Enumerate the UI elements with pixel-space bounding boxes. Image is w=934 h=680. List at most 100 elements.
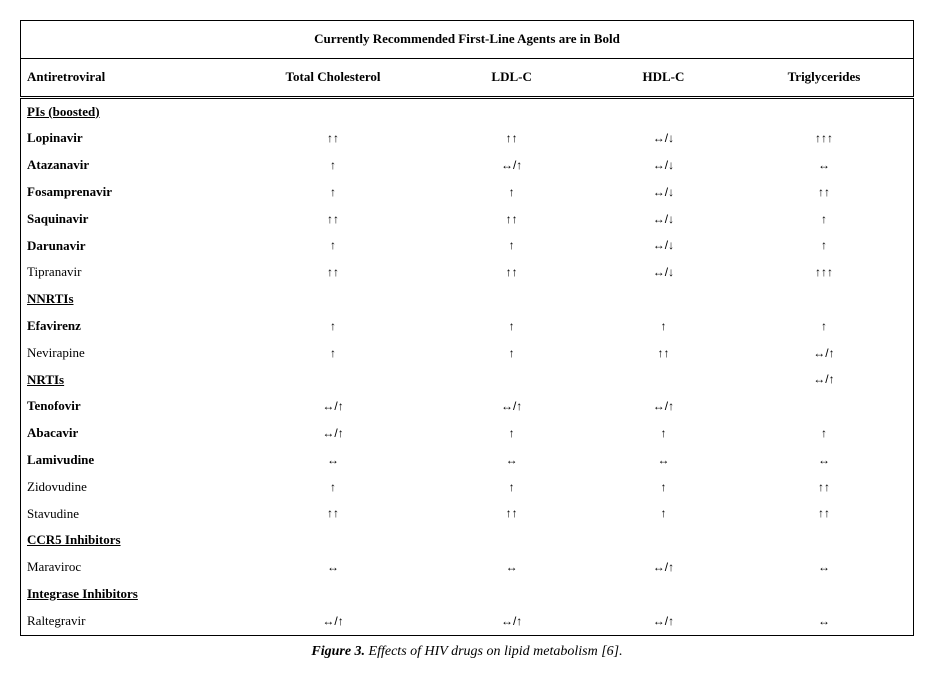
section-label: Integrase Inhibitors: [21, 581, 235, 608]
value-cell: ↑↑: [431, 125, 592, 152]
section-empty-cell: [592, 97, 735, 125]
table-row: Atazanavir↑↔/↑↔/↓↔: [21, 152, 914, 179]
table-title: Currently Recommended First-Line Agents …: [21, 21, 914, 59]
table-body: PIs (boosted)Lopinavir↑↑↑↑↔/↓↑↑↑Atazanav…: [21, 97, 914, 635]
drug-name: Efavirenz: [21, 313, 235, 340]
drug-name: Nevirapine: [21, 340, 235, 367]
value-cell: ↑: [431, 474, 592, 501]
value-cell: ↑↑↑: [735, 125, 914, 152]
drug-name: Tipranavir: [21, 259, 235, 286]
table-row: Lopinavir↑↑↑↑↔/↓↑↑↑: [21, 125, 914, 152]
section-empty-cell: [235, 581, 431, 608]
value-cell: ↔/↓: [592, 179, 735, 206]
caption-lead: Figure 3.: [311, 644, 365, 659]
section-empty-cell: [592, 286, 735, 313]
value-cell: ↑: [431, 179, 592, 206]
drug-name: Raltegravir: [21, 608, 235, 635]
col-header-3: HDL-C: [592, 58, 735, 97]
table-row: Stavudine↑↑↑↑↑↑↑: [21, 501, 914, 528]
col-header-1: Total Cholesterol: [235, 58, 431, 97]
col-header-0: Antiretroviral: [21, 58, 235, 97]
value-cell: ↔: [735, 608, 914, 635]
value-cell: ↔/↑: [431, 608, 592, 635]
table-row: Tenofovir↔/↑↔/↑↔/↑: [21, 393, 914, 420]
value-cell: ↑: [235, 152, 431, 179]
drug-name: Fosamprenavir: [21, 179, 235, 206]
section-empty-cell: [431, 527, 592, 554]
table-header-row: AntiretroviralTotal CholesterolLDL-CHDL-…: [21, 58, 914, 97]
section-empty-cell: [431, 286, 592, 313]
section-empty-cell: ↔/↑: [735, 367, 914, 394]
value-cell: ↑: [431, 233, 592, 260]
figure-caption: Figure 3. Effects of HIV drugs on lipid …: [20, 644, 914, 660]
value-cell: ↑: [235, 474, 431, 501]
value-cell: [735, 393, 914, 420]
drug-name: Lamivudine: [21, 447, 235, 474]
table-row: Darunavir↑↑↔/↓↑: [21, 233, 914, 260]
value-cell: ↑↑: [235, 501, 431, 528]
table-row: Zidovudine↑↑↑↑↑: [21, 474, 914, 501]
value-cell: ↔: [735, 554, 914, 581]
value-cell: ↑↑: [431, 206, 592, 233]
value-cell: ↔/↓: [592, 259, 735, 286]
section-empty-cell: [431, 367, 592, 394]
section-empty-cell: [235, 97, 431, 125]
value-cell: ↑↑: [735, 501, 914, 528]
value-cell: ↑: [592, 313, 735, 340]
table-row: Abacavir↔/↑↑↑↑: [21, 420, 914, 447]
value-cell: ↔: [235, 447, 431, 474]
value-cell: ↔/↑: [235, 393, 431, 420]
value-cell: ↑: [592, 420, 735, 447]
caption-rest: Effects of HIV drugs on lipid metabolism…: [365, 644, 623, 659]
drug-name: Lopinavir: [21, 125, 235, 152]
value-cell: ↔/↑: [592, 393, 735, 420]
value-cell: ↑: [592, 501, 735, 528]
section-empty-cell: [235, 527, 431, 554]
value-cell: ↑: [235, 233, 431, 260]
table-row: Fosamprenavir↑↑↔/↓↑↑: [21, 179, 914, 206]
section-empty-cell: [592, 581, 735, 608]
value-cell: ↔: [735, 447, 914, 474]
value-cell: ↑↑: [431, 259, 592, 286]
drug-name: Darunavir: [21, 233, 235, 260]
table-row: Raltegravir↔/↑↔/↑↔/↑↔: [21, 608, 914, 635]
value-cell: ↔: [735, 152, 914, 179]
value-cell: ↔/↑: [592, 608, 735, 635]
value-cell: ↔/↑: [431, 152, 592, 179]
section-empty-cell: [431, 581, 592, 608]
section-empty-cell: [431, 97, 592, 125]
value-cell: ↑: [235, 313, 431, 340]
value-cell: ↑: [735, 420, 914, 447]
value-cell: ↔: [592, 447, 735, 474]
section-empty-cell: [592, 367, 735, 394]
value-cell: ↔/↑: [592, 554, 735, 581]
value-cell: ↔/↑: [235, 420, 431, 447]
drug-name: Atazanavir: [21, 152, 235, 179]
section-label: NRTIs: [21, 367, 235, 394]
col-header-2: LDL-C: [431, 58, 592, 97]
value-cell: ↑: [235, 340, 431, 367]
value-cell: ↑↑: [592, 340, 735, 367]
value-cell: ↑: [235, 179, 431, 206]
value-cell: ↔/↓: [592, 125, 735, 152]
value-cell: ↔/↓: [592, 152, 735, 179]
col-header-4: Triglycerides: [735, 58, 914, 97]
value-cell: ↑↑: [235, 125, 431, 152]
section-empty-cell: [735, 97, 914, 125]
value-cell: ↔/↑: [735, 340, 914, 367]
table-row: Nevirapine↑↑↑↑↔/↑: [21, 340, 914, 367]
value-cell: ↑: [592, 474, 735, 501]
value-cell: ↑: [735, 313, 914, 340]
value-cell: ↑: [431, 340, 592, 367]
lipid-effects-table: Currently Recommended First-Line Agents …: [20, 20, 914, 636]
value-cell: ↑: [431, 420, 592, 447]
section-empty-cell: [735, 527, 914, 554]
value-cell: ↑↑: [735, 474, 914, 501]
section-empty-cell: [735, 286, 914, 313]
value-cell: ↑: [735, 233, 914, 260]
section-empty-cell: [592, 527, 735, 554]
drug-name: Tenofovir: [21, 393, 235, 420]
drug-name: Stavudine: [21, 501, 235, 528]
table-row: Tipranavir↑↑↑↑↔/↓↑↑↑: [21, 259, 914, 286]
drug-name: Saquinavir: [21, 206, 235, 233]
